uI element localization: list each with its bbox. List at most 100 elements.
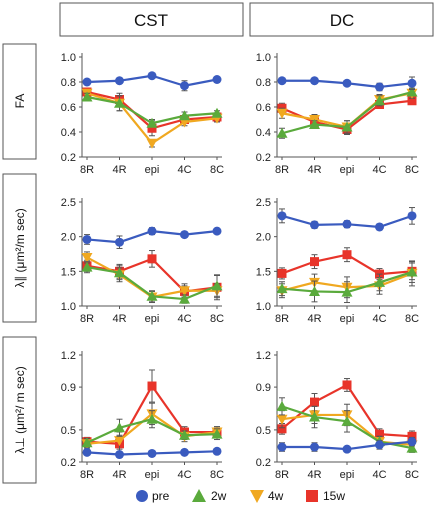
legend-item-15w: 15w <box>306 489 345 503</box>
y-tick-label-cst-0-2: 0.6 <box>61 102 76 114</box>
panel-dc-1: 1.0 1.5 2.0 2.5 8R 4R epi 4C 8C <box>256 197 419 325</box>
x-tick-label-cst-0-2: epi <box>145 164 160 176</box>
point-4w-cst-1-0 <box>81 252 93 263</box>
y-tick-label-dc-2-0: 0.2 <box>256 457 271 469</box>
point-pre-cst-2-4 <box>212 446 222 456</box>
y-tick-label-cst-0-3: 0.8 <box>61 77 76 89</box>
row-label-fa: FA <box>13 94 27 109</box>
point-pre-cst-2-2 <box>147 448 157 458</box>
y-tick-label-cst-1-3: 2.5 <box>61 197 76 209</box>
point-pre-cst-0-0 <box>82 77 92 87</box>
point-2w-cst-0-2 <box>146 117 158 128</box>
legend: pre 2w 4w 15w <box>136 489 345 503</box>
point-2w-cst-2-3 <box>179 429 190 440</box>
point-2w-dc-0-3 <box>374 95 385 106</box>
point-2w-cst-2-0 <box>81 437 93 448</box>
point-2w-dc-2-1 <box>309 411 320 422</box>
y-tick-label-dc-2-1: 0.5 <box>256 425 271 437</box>
point-4w-cst-1-3 <box>179 286 190 297</box>
point-2w-dc-1-4 <box>406 266 418 277</box>
y-tick-label-cst-1-1: 1.5 <box>61 266 76 278</box>
x-tick-label-cst-0-1: 4R <box>112 164 126 176</box>
column-title-dc: DC <box>330 11 355 30</box>
series-2w-dc-0 <box>276 86 418 139</box>
point-2w-dc-2-4 <box>406 442 418 453</box>
y-tick-label-cst-2-3: 1.2 <box>61 350 76 362</box>
point-2w-cst-0-4 <box>211 107 223 118</box>
x-tick-label-dc-1-0: 8R <box>275 313 289 325</box>
x-tick-label-dc-0-0: 8R <box>275 164 289 176</box>
point-pre-dc-2-3 <box>375 440 384 450</box>
point-2w-cst-1-1 <box>114 267 125 278</box>
point-2w-cst-2-1 <box>114 422 125 433</box>
point-2w-cst-1-2 <box>146 290 158 301</box>
point-pre-cst-2-0 <box>82 447 92 457</box>
x-tick-label-cst-2-0: 8R <box>80 469 94 481</box>
y-tick-label-dc-1-2: 2.0 <box>256 232 271 244</box>
point-15w-cst-2-2 <box>147 381 157 391</box>
point-15w-cst-0-2 <box>147 123 157 133</box>
x-tick-label-cst-2-1: 4R <box>112 469 126 481</box>
point-2w-cst-0-0 <box>81 91 93 102</box>
point-15w-dc-2-0 <box>277 424 287 434</box>
series-pre-cst-2 <box>82 446 222 460</box>
row-label-lambda-par-box: λ∥ (μm²/m sec) <box>2 173 37 323</box>
legend-label-15w: 15w <box>323 489 345 503</box>
panel-cst-1: 1.0 1.5 2.0 2.5 8R 4R epi 4C 8C <box>61 197 224 325</box>
x-tick-label-dc-2-2: epi <box>340 469 355 481</box>
point-2w-dc-0-0 <box>276 127 288 138</box>
row-label-lambda-parallel: λ∥ (μm²/m sec) <box>13 208 27 288</box>
point-15w-dc-1-1 <box>310 257 319 267</box>
legend-item-pre: pre <box>136 489 170 503</box>
y-tick-label-dc-0-2: 0.6 <box>256 102 271 114</box>
x-tick-label-dc-0-2: epi <box>340 164 355 176</box>
legend-label-2w: 2w <box>211 489 227 503</box>
x-tick-label-dc-0-1: 4R <box>307 164 321 176</box>
point-4w-cst-0-2 <box>146 138 158 149</box>
point-2w-dc-0-1 <box>309 119 320 129</box>
legend-marker-2w <box>192 489 206 502</box>
point-pre-dc-0-1 <box>310 76 319 86</box>
x-tick-label-dc-1-1: 4R <box>307 313 321 325</box>
point-pre-cst-0-1 <box>115 76 124 86</box>
point-15w-dc-1-2 <box>342 250 352 260</box>
point-15w-dc-2-2 <box>342 380 352 390</box>
point-pre-cst-0-4 <box>212 75 222 84</box>
x-tick-label-dc-2-3: 4C <box>372 469 386 481</box>
row-label-lambda-perp-box: λ⊥ (μm²/ m sec) <box>2 336 37 484</box>
point-pre-cst-1-0 <box>82 234 92 244</box>
series-2w-cst-1 <box>81 261 223 304</box>
y-tick-label-cst-0-0: 0.2 <box>61 152 76 164</box>
x-tick-label-cst-0-3: 4C <box>177 164 191 176</box>
series-pre-dc-1 <box>277 207 417 232</box>
series-pre-cst-1 <box>82 226 222 249</box>
panel-dc-0: 0.2 0.4 0.6 0.8 1.0 8R 4R epi 4C 8C <box>256 52 419 176</box>
legend-label-4w: 4w <box>268 489 284 503</box>
point-2w-dc-2-2 <box>341 415 353 426</box>
point-2w-dc-2-0 <box>276 400 288 411</box>
x-tick-label-cst-1-1: 4R <box>112 313 126 325</box>
panel-cst-0: 0.2 0.4 0.6 0.8 1.0 8R 4R epi 4C 8C <box>61 52 224 176</box>
column-title-cst: CST <box>134 11 168 30</box>
point-4w-dc-0-0 <box>276 108 288 119</box>
point-15w-dc-1-0 <box>277 268 287 278</box>
y-tick-label-dc-0-4: 1.0 <box>256 52 271 64</box>
point-15w-dc-2-3 <box>375 429 384 439</box>
point-pre-dc-0-3 <box>375 82 384 92</box>
x-tick-label-cst-1-3: 4C <box>177 313 191 325</box>
x-tick-label-cst-0-0: 8R <box>80 164 94 176</box>
x-tick-label-cst-2-2: epi <box>145 469 160 481</box>
point-2w-dc-1-2 <box>341 286 353 297</box>
point-pre-dc-2-0 <box>277 442 287 452</box>
point-15w-dc-0-4 <box>407 96 417 106</box>
x-tick-label-dc-0-3: 4C <box>372 164 386 176</box>
legend-label-pre: pre <box>152 489 170 503</box>
x-tick-label-dc-2-4: 8C <box>405 469 419 481</box>
point-2w-cst-2-4 <box>211 428 223 439</box>
x-tick-label-dc-0-4: 8C <box>405 164 419 176</box>
series-15w-cst-0 <box>82 87 222 137</box>
y-tick-label-dc-0-3: 0.8 <box>256 77 271 89</box>
panel-cst-2: 0.2 0.5 0.9 1.2 8R 4R epi 4C 8C <box>61 350 224 481</box>
y-tick-label-dc-2-3: 1.2 <box>256 350 271 362</box>
